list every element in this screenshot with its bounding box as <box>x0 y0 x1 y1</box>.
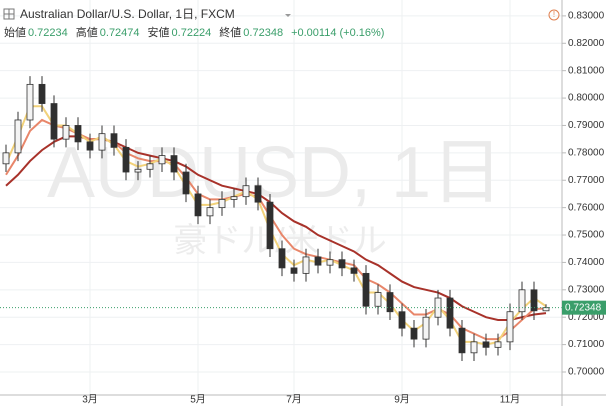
y-tick-label: 0.83000 <box>568 11 605 22</box>
y-tick-label: 0.76000 <box>568 202 605 213</box>
candle-body <box>182 171 190 195</box>
candle-body <box>254 185 262 203</box>
alert-icon[interactable] <box>548 9 560 21</box>
candle-body <box>206 207 214 217</box>
candle-body <box>26 83 34 121</box>
candle-body <box>14 119 22 154</box>
y-tick-label: 0.74000 <box>568 257 605 268</box>
candle-body <box>314 256 322 266</box>
ohlc-legend: 始値 0.72234 高値 0.72474 安値 0.72224 終値 0.72348 +0.0… <box>4 25 384 39</box>
last-price-box <box>562 300 606 315</box>
legend-label: 終値 <box>219 25 241 39</box>
candle-body <box>470 341 478 354</box>
candle-body <box>398 311 406 329</box>
candle-body <box>494 341 502 348</box>
candle-body <box>122 146 130 173</box>
x-tick-label: 5月 <box>190 394 206 406</box>
candle-body <box>110 133 118 148</box>
y-tick-label: 0.70000 <box>568 367 605 378</box>
candle-body <box>422 316 430 340</box>
y-tick-label: 0.75000 <box>568 230 605 241</box>
x-tick-label: 3月 <box>82 394 98 406</box>
dropdown-icon[interactable] <box>285 14 291 17</box>
candle-body <box>158 155 166 165</box>
symbol-title[interactable]: Australian Dollar/U.S. Dollar, 1日, FXCM <box>20 7 235 21</box>
axis: 0.70000 0.71000 0.72000 0.73000 0.74000 0.750… <box>82 11 606 406</box>
y-tick-label: 0.82000 <box>568 38 605 49</box>
marks <box>0 76 562 362</box>
candle-body <box>50 103 58 140</box>
candle-body <box>506 311 514 343</box>
x-tick-label: 9月 <box>394 394 410 406</box>
x-tick-label: 11月 <box>500 394 520 406</box>
y-tick-label: 0.73000 <box>568 284 605 295</box>
candle-body <box>134 168 142 173</box>
candle-body <box>266 201 274 250</box>
candle-body <box>326 259 334 266</box>
y-tick-label: 0.77000 <box>568 175 605 186</box>
candle-body <box>446 297 454 329</box>
candle-body <box>482 341 490 348</box>
candle-body <box>230 196 238 200</box>
legend-label: 高値 <box>76 25 98 39</box>
candle-body <box>2 152 10 165</box>
candle-body <box>350 267 358 274</box>
moving-average <box>5 105 547 346</box>
candle-body <box>458 327 466 354</box>
legend-value: 0.72348 <box>243 27 283 39</box>
candle-body <box>338 259 346 269</box>
y-tick-label: 0.81000 <box>568 65 605 76</box>
candle-body <box>518 289 526 313</box>
candle-body <box>194 193 202 217</box>
candle-body <box>74 125 82 143</box>
last-price-label: 0.72348 <box>565 302 602 313</box>
legend-change: +0.00114 (+0.16%) <box>291 27 384 39</box>
candle-body <box>362 272 370 307</box>
alert-icon-mark: ! <box>553 10 555 19</box>
legend-value: 0.72224 <box>172 27 212 39</box>
legend-label: 安値 <box>148 25 170 39</box>
candle-body <box>290 267 298 274</box>
legend-label: 始値 <box>4 25 26 39</box>
candle-body <box>386 292 394 313</box>
y-tick-label: 0.71000 <box>568 339 605 350</box>
candle-body <box>302 256 310 274</box>
candle-body <box>218 199 226 209</box>
candle-body <box>98 133 106 151</box>
y-tick-label: 0.80000 <box>568 93 605 104</box>
candle-body <box>38 83 46 104</box>
candle-body <box>410 327 418 340</box>
candle-body <box>62 125 70 140</box>
candle-body <box>530 289 538 312</box>
legend-value: 0.72234 <box>28 27 68 39</box>
candle-body <box>278 248 286 269</box>
y-tick-label: 0.72000 <box>568 312 605 323</box>
legend-value: 0.72474 <box>100 27 140 39</box>
x-tick-label: 7月 <box>286 394 302 406</box>
y-tick-label: 0.78000 <box>568 147 605 158</box>
candle-body <box>242 185 250 198</box>
candle-body <box>86 141 94 151</box>
y-tick-label: 0.79000 <box>568 120 605 131</box>
candle-body <box>374 292 382 307</box>
candle-body <box>170 155 178 173</box>
candle-body <box>146 163 154 170</box>
